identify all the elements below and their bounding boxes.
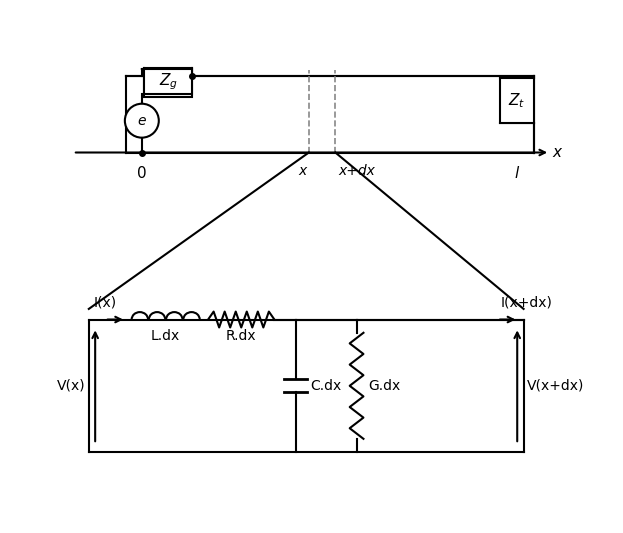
Text: l: l bbox=[515, 166, 519, 181]
Text: $Z_t$: $Z_t$ bbox=[508, 92, 526, 110]
Text: x: x bbox=[298, 164, 306, 178]
Text: I(x+dx): I(x+dx) bbox=[500, 296, 552, 310]
Text: R.dx: R.dx bbox=[226, 329, 257, 343]
Text: V(x): V(x) bbox=[57, 379, 85, 393]
Text: x: x bbox=[553, 145, 562, 160]
Text: e: e bbox=[138, 114, 146, 128]
Text: 0: 0 bbox=[137, 166, 146, 181]
FancyBboxPatch shape bbox=[500, 78, 534, 123]
Circle shape bbox=[125, 104, 159, 138]
FancyBboxPatch shape bbox=[145, 68, 193, 97]
FancyBboxPatch shape bbox=[145, 69, 193, 94]
Text: C.dx: C.dx bbox=[310, 379, 341, 393]
Text: $Z_g$: $Z_g$ bbox=[159, 72, 178, 93]
Text: $Z_g$: $Z_g$ bbox=[159, 71, 178, 92]
Text: x+dx: x+dx bbox=[338, 164, 375, 178]
Text: G.dx: G.dx bbox=[368, 379, 401, 393]
Text: L.dx: L.dx bbox=[151, 329, 180, 343]
Text: V(x+dx): V(x+dx) bbox=[527, 379, 584, 393]
Text: I(x): I(x) bbox=[93, 296, 117, 310]
